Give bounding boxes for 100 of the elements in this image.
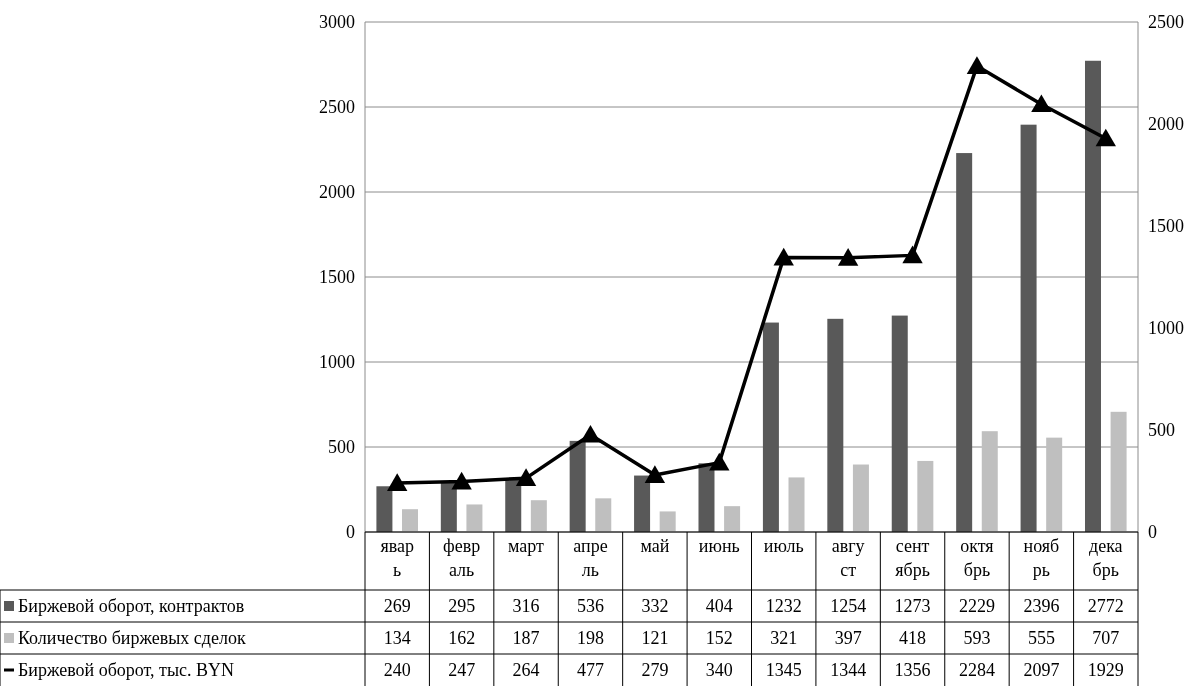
y-tick-label: 2000 <box>319 182 355 203</box>
x-tick-label: октябрь <box>960 536 994 580</box>
bar <box>440 481 457 532</box>
y2-tick-label: 500 <box>1148 420 1175 441</box>
point <box>644 465 666 483</box>
data-label: 2097 <box>1023 660 1060 681</box>
y-tick-label: 1000 <box>319 352 355 373</box>
y2-tick-label: 1000 <box>1148 318 1184 339</box>
bar <box>891 315 908 532</box>
bar <box>505 478 522 532</box>
data-label: 340 <box>705 660 733 681</box>
point <box>902 245 923 264</box>
y2-tick-label: 2500 <box>1148 12 1184 33</box>
bar <box>827 318 844 532</box>
y2-tick-label: 1500 <box>1148 216 1184 237</box>
legend-label: Количество биржевых сделок <box>18 628 246 649</box>
data-label: 152 <box>705 628 733 649</box>
data-label: 1345 <box>765 660 802 681</box>
legend-label: Биржевой оборот, контрактов <box>18 596 245 617</box>
data-label: 536 <box>576 596 604 617</box>
y2-tick-label: 2000 <box>1148 114 1184 135</box>
point <box>580 424 601 443</box>
data-label: 2772 <box>1087 596 1124 617</box>
bar <box>569 440 586 532</box>
data-label: 134 <box>383 628 411 649</box>
data-label: 404 <box>705 596 733 617</box>
x-tick-label: яварь <box>380 536 414 580</box>
point <box>709 452 730 471</box>
bar <box>659 511 676 532</box>
bar <box>762 322 779 532</box>
x-tick-label: март <box>508 536 545 556</box>
point <box>837 248 859 266</box>
bar <box>981 431 998 532</box>
bar <box>788 477 805 532</box>
legend-label: Биржевой оборот, тыс. BYN <box>18 660 235 681</box>
point <box>515 468 537 487</box>
y-tick-label: 0 <box>346 522 355 543</box>
x-tick-label: сентябрь <box>895 536 930 580</box>
data-label: 316 <box>512 596 540 617</box>
bar <box>595 498 612 532</box>
data-label: 1929 <box>1087 660 1124 681</box>
bar <box>724 506 741 532</box>
data-label: 1356 <box>894 660 931 681</box>
x-tick-label: август <box>831 536 865 580</box>
data-label: 162 <box>448 628 476 649</box>
data-label: 1232 <box>765 596 802 617</box>
data-label: 121 <box>641 628 669 649</box>
x-tick-label: апрель <box>573 536 608 580</box>
bar <box>956 153 973 532</box>
data-label: 321 <box>770 628 798 649</box>
bar <box>1020 124 1037 532</box>
x-tick-label: декабрь <box>1088 536 1123 580</box>
data-label: 555 <box>1027 628 1055 649</box>
data-label: 397 <box>834 628 862 649</box>
data-label: 1254 <box>830 596 867 617</box>
x-tick-label: июнь <box>698 536 740 556</box>
bar <box>698 463 715 532</box>
bar <box>634 475 651 532</box>
data-label: 1273 <box>894 596 931 617</box>
data-label: 477 <box>576 660 604 681</box>
y-tick-label: 1500 <box>319 267 355 288</box>
bar <box>1084 60 1101 532</box>
bar <box>1110 411 1127 532</box>
data-label: 295 <box>448 596 476 617</box>
bar <box>852 464 869 532</box>
data-label: 2396 <box>1023 596 1060 617</box>
point <box>1095 128 1116 147</box>
data-label: 187 <box>512 628 540 649</box>
data-label: 269 <box>383 596 411 617</box>
x-tick-label: февраль <box>443 536 481 580</box>
data-label: 332 <box>641 596 669 617</box>
point <box>387 473 408 491</box>
x-tick-label: июль <box>763 536 804 556</box>
data-label: 240 <box>383 660 411 681</box>
data-label: 593 <box>963 628 991 649</box>
data-label: 247 <box>448 660 476 681</box>
data-label: 279 <box>641 660 669 681</box>
point <box>966 56 988 74</box>
bar <box>402 509 419 532</box>
y-tick-label: 2500 <box>319 97 355 118</box>
bar <box>917 460 934 532</box>
data-label: 1344 <box>830 660 867 681</box>
bar <box>1046 437 1063 532</box>
x-tick-label: ноябрь <box>1023 536 1060 580</box>
y-tick-label: 3000 <box>319 12 355 33</box>
bar <box>530 500 547 532</box>
data-label: 198 <box>576 628 604 649</box>
y2-tick-label: 0 <box>1148 522 1157 543</box>
data-label: 264 <box>512 660 540 681</box>
x-tick-label: май <box>640 536 670 556</box>
data-label: 707 <box>1092 628 1120 649</box>
point <box>1031 94 1052 113</box>
bar <box>466 504 483 532</box>
data-label: 2284 <box>958 660 995 681</box>
data-label: 418 <box>899 628 927 649</box>
bar <box>376 486 393 532</box>
point <box>773 247 794 266</box>
data-label: 2229 <box>958 596 995 617</box>
point <box>451 471 472 490</box>
y-tick-label: 500 <box>328 437 355 458</box>
